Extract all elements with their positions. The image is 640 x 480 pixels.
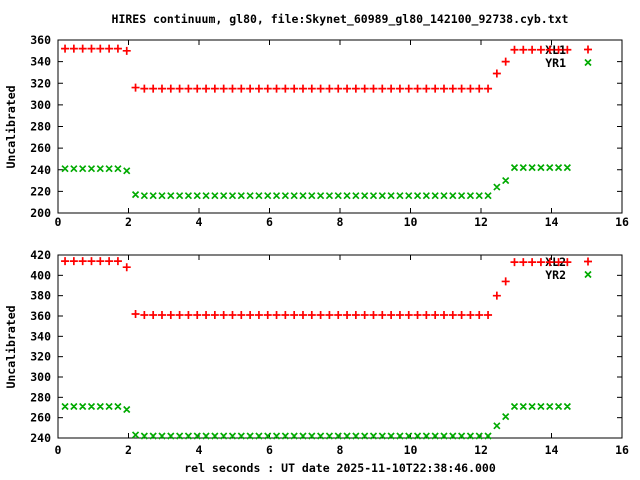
x-tick-label: 16 xyxy=(615,443,629,457)
x-tick-label: 14 xyxy=(545,215,559,229)
x-tick-label: 0 xyxy=(55,443,62,457)
y-tick-label: 360 xyxy=(30,309,51,323)
x-tick-label: 2 xyxy=(125,215,132,229)
x-tick-label: 8 xyxy=(337,215,344,229)
x-tick-label: 0 xyxy=(55,215,62,229)
y-tick-label: 280 xyxy=(30,390,51,404)
x-tick-label: 6 xyxy=(266,443,273,457)
y-tick-label: 220 xyxy=(30,184,51,198)
x-tick-label: 12 xyxy=(474,215,488,229)
y-tick-label: 300 xyxy=(30,98,51,112)
x-tick-label: 4 xyxy=(196,443,203,457)
plot-panel-1: 0 2 4 6 8 10 12 14 16 240 260 280 300 320 340 360 380 400… xyxy=(30,248,629,457)
legend-label-yr2: YR2 xyxy=(545,267,566,282)
x-tick-label: 16 xyxy=(615,215,629,229)
y-tick-label: 260 xyxy=(30,141,51,155)
y-tick-label: 240 xyxy=(30,163,51,177)
chart-title: HIRES continuum, gl80, file:Skynet_60989… xyxy=(111,12,569,26)
y-tick-label: 200 xyxy=(30,206,51,220)
y-tick-label: 400 xyxy=(30,268,51,282)
series-YR2-points xyxy=(61,402,571,440)
x-tick-label: 10 xyxy=(404,215,418,229)
y-tick-label: 340 xyxy=(30,55,51,69)
y-tick-label: 340 xyxy=(30,329,51,343)
legend-entry-yr1: YR1 xyxy=(526,55,610,70)
x-axis-label: rel seconds : UT date 2025-11-10T22:38:4… xyxy=(184,461,496,475)
legend-label-yr1: YR1 xyxy=(545,55,566,70)
series-XL2-points xyxy=(61,257,572,319)
x-tick-label: 2 xyxy=(125,443,132,457)
plus-marker-icon xyxy=(566,43,610,56)
y-tick-label: 420 xyxy=(30,248,51,262)
x-tick-label: 4 xyxy=(196,215,203,229)
y-tick-label: 320 xyxy=(30,76,51,90)
x-tick-label: 14 xyxy=(545,443,559,457)
x-tick-label: 8 xyxy=(337,443,344,457)
y-tick-label: 320 xyxy=(30,350,51,364)
cross-marker-icon xyxy=(566,268,610,281)
series-XL1-points xyxy=(61,44,572,93)
plot-border xyxy=(57,254,623,439)
x-tick-label: 12 xyxy=(474,443,488,457)
legend-entry-yr2: YR2 xyxy=(526,267,610,282)
y-tick-label: 260 xyxy=(30,411,51,425)
cross-marker-icon xyxy=(566,56,610,69)
y-tick-label: 360 xyxy=(30,33,51,47)
x-tick-label: 10 xyxy=(404,443,418,457)
y-tick-label: 380 xyxy=(30,289,51,303)
series-YR1-points xyxy=(61,163,571,200)
plot-border xyxy=(57,39,623,214)
y-tick-label: 240 xyxy=(30,431,51,445)
x-tick-label: 6 xyxy=(266,215,273,229)
y-tick-label: 280 xyxy=(30,120,51,134)
plus-marker-icon xyxy=(566,255,610,268)
y-tick-label: 300 xyxy=(30,370,51,384)
plot-panel-0: 0 2 4 6 8 10 12 14 16 200 220 240 260 280 300 320 340 360 xyxy=(30,33,629,229)
